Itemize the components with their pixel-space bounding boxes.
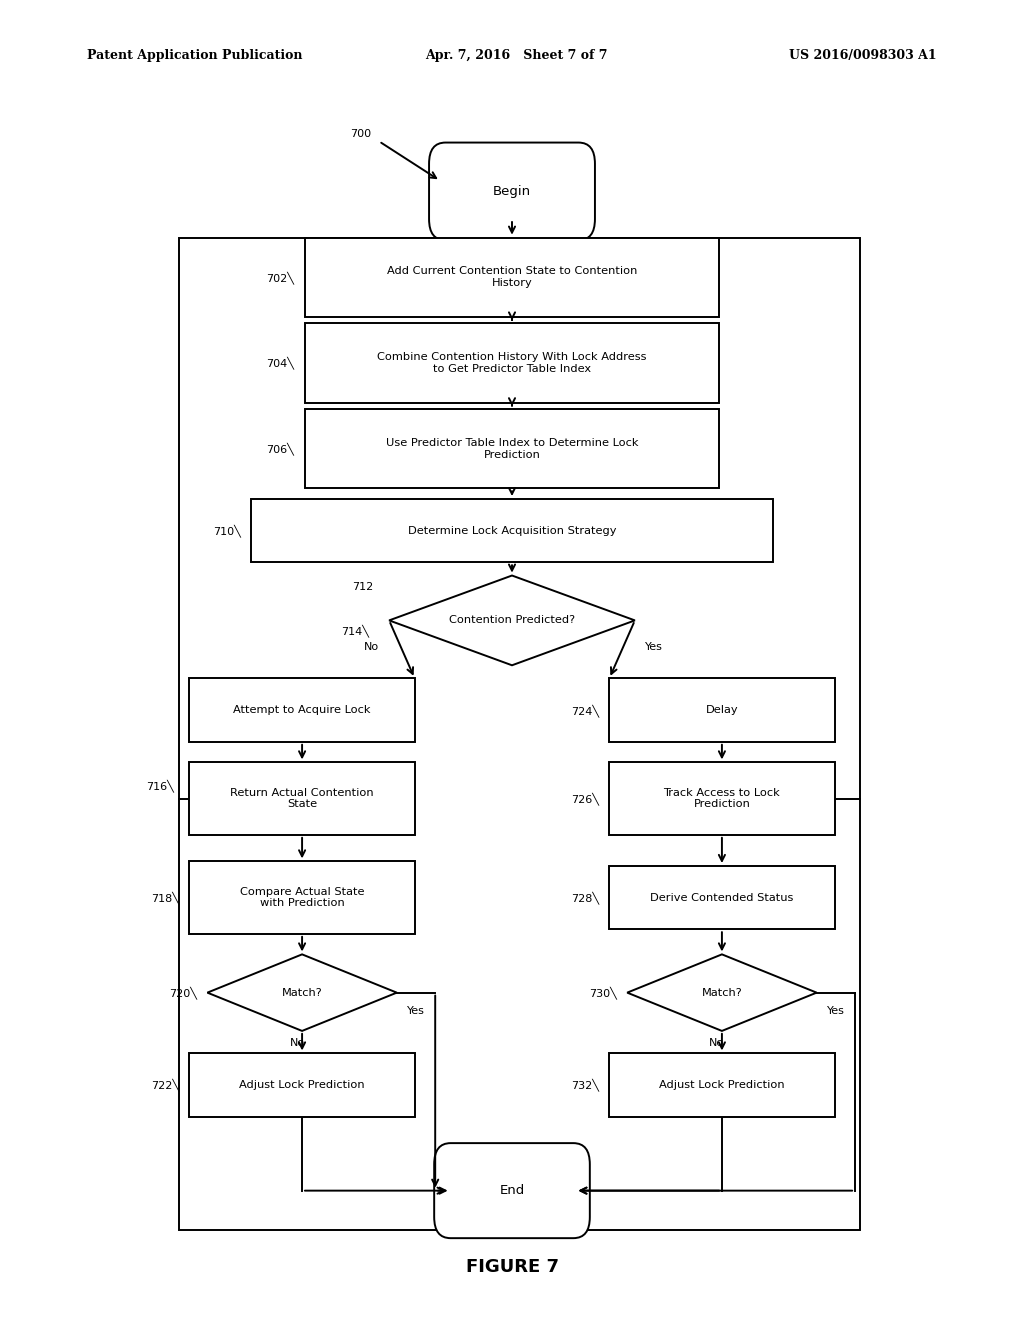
FancyBboxPatch shape <box>609 1053 835 1117</box>
FancyBboxPatch shape <box>429 143 595 240</box>
Polygon shape <box>389 576 635 665</box>
FancyBboxPatch shape <box>434 1143 590 1238</box>
Text: 724╲: 724╲ <box>571 704 599 717</box>
Text: US 2016/0098303 A1: US 2016/0098303 A1 <box>790 49 937 62</box>
Text: 730╲: 730╲ <box>589 986 616 999</box>
FancyBboxPatch shape <box>189 1053 415 1117</box>
Text: Yes: Yes <box>407 1006 425 1016</box>
Text: 720╲: 720╲ <box>169 986 197 999</box>
Text: Match?: Match? <box>701 987 742 998</box>
Text: No: No <box>290 1038 304 1048</box>
Text: Contention Predicted?: Contention Predicted? <box>449 615 575 626</box>
Text: Combine Contention History With Lock Address
to Get Predictor Table Index: Combine Contention History With Lock Add… <box>377 352 647 374</box>
Text: 710╲: 710╲ <box>213 524 241 537</box>
Text: 728╲: 728╲ <box>571 891 599 904</box>
FancyBboxPatch shape <box>305 409 719 488</box>
FancyBboxPatch shape <box>189 862 415 935</box>
Text: End: End <box>500 1184 524 1197</box>
Text: No: No <box>710 1038 724 1048</box>
Text: Use Predictor Table Index to Determine Lock
Prediction: Use Predictor Table Index to Determine L… <box>386 438 638 459</box>
FancyBboxPatch shape <box>609 678 835 742</box>
Text: Attempt to Acquire Lock: Attempt to Acquire Lock <box>233 705 371 715</box>
Text: 718╲: 718╲ <box>152 891 179 904</box>
Text: Track Access to Lock
Prediction: Track Access to Lock Prediction <box>664 788 780 809</box>
FancyBboxPatch shape <box>189 763 415 836</box>
Text: 732╲: 732╲ <box>571 1078 599 1092</box>
FancyBboxPatch shape <box>305 238 719 317</box>
FancyBboxPatch shape <box>609 866 835 929</box>
Text: 714╲: 714╲ <box>341 624 369 638</box>
Text: 726╲: 726╲ <box>571 792 599 805</box>
Text: Add Current Contention State to Contention
History: Add Current Contention State to Contenti… <box>387 267 637 288</box>
Text: Begin: Begin <box>493 185 531 198</box>
FancyBboxPatch shape <box>189 678 415 742</box>
Text: 722╲: 722╲ <box>152 1078 179 1092</box>
Polygon shape <box>207 954 396 1031</box>
Text: 706╲: 706╲ <box>266 442 295 455</box>
Text: Match?: Match? <box>282 987 323 998</box>
FancyBboxPatch shape <box>251 499 773 562</box>
Text: Apr. 7, 2016   Sheet 7 of 7: Apr. 7, 2016 Sheet 7 of 7 <box>425 49 607 62</box>
Text: Determine Lock Acquisition Strategy: Determine Lock Acquisition Strategy <box>408 525 616 536</box>
Text: No: No <box>364 642 379 652</box>
Text: Patent Application Publication: Patent Application Publication <box>87 49 302 62</box>
Text: 716╲: 716╲ <box>146 779 174 792</box>
Text: FIGURE 7: FIGURE 7 <box>466 1258 558 1276</box>
Text: 702╲: 702╲ <box>266 271 295 284</box>
Text: Yes: Yes <box>645 642 663 652</box>
Text: Adjust Lock Prediction: Adjust Lock Prediction <box>240 1080 365 1090</box>
Text: 700: 700 <box>350 128 372 139</box>
Text: Compare Actual State
with Prediction: Compare Actual State with Prediction <box>240 887 365 908</box>
Polygon shape <box>627 954 817 1031</box>
Text: Derive Contended Status: Derive Contended Status <box>650 892 794 903</box>
Text: Yes: Yes <box>827 1006 845 1016</box>
FancyBboxPatch shape <box>305 323 719 403</box>
Text: Return Actual Contention
State: Return Actual Contention State <box>230 788 374 809</box>
Text: Adjust Lock Prediction: Adjust Lock Prediction <box>659 1080 784 1090</box>
Text: Delay: Delay <box>706 705 738 715</box>
FancyBboxPatch shape <box>609 763 835 836</box>
Text: 712: 712 <box>352 582 374 593</box>
Text: 704╲: 704╲ <box>266 356 295 370</box>
